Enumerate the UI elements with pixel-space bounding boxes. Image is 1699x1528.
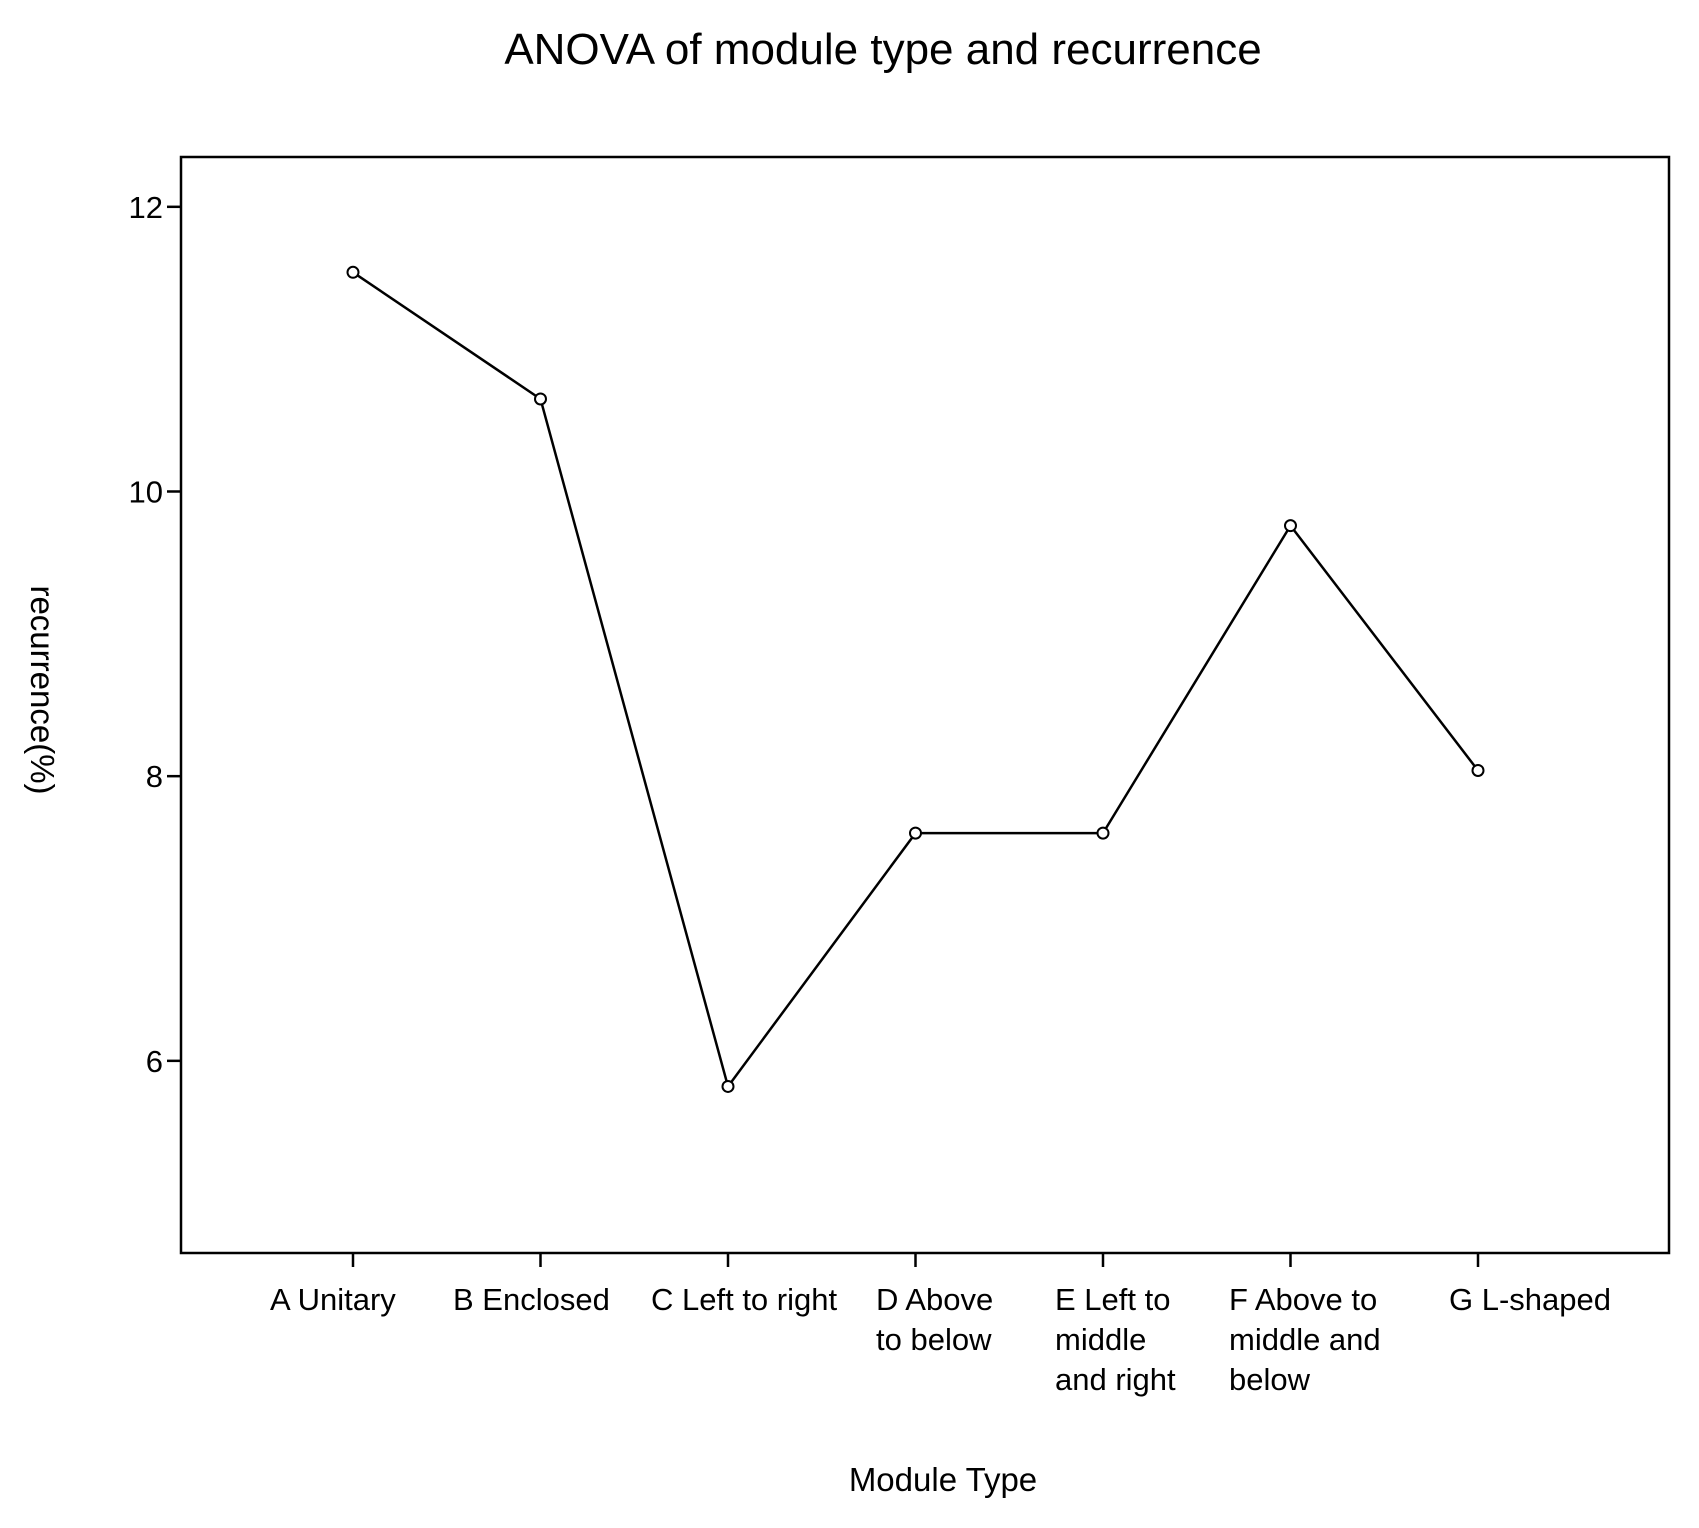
x-tick-label-2: C Left to right	[651, 1282, 837, 1317]
data-point-1	[534, 392, 547, 406]
y-axis: 6 8 10 12	[129, 190, 181, 1079]
y-tick-label-6: 6	[146, 1044, 163, 1079]
y-tick-label-12: 12	[129, 190, 163, 225]
series-line	[352, 271, 1479, 1088]
series-recurrence	[346, 265, 1485, 1093]
data-point-2	[721, 1079, 735, 1093]
data-point-5	[1284, 519, 1297, 533]
plot-frame	[179, 155, 1671, 1255]
x-tick-label-line: middle and	[1229, 1322, 1381, 1357]
x-tick-label-line: A Unitary	[270, 1282, 396, 1317]
x-tick-label-5: F Above to middle and below	[1229, 1282, 1381, 1397]
x-tick-label-line: and right	[1055, 1362, 1176, 1397]
data-point-3	[909, 826, 922, 840]
x-tick-label-line: C Left to right	[651, 1282, 837, 1317]
data-point-0	[346, 265, 360, 279]
x-axis-title: Module Type	[849, 1461, 1037, 1498]
y-axis-title: recurrence(%)	[24, 585, 61, 794]
x-tick-label-line: B Enclosed	[453, 1282, 610, 1317]
x-tick-label-6: G L-shaped	[1449, 1282, 1611, 1317]
data-point-6	[1471, 763, 1485, 777]
x-tick-label-line: middle	[1055, 1322, 1146, 1357]
x-tick-label-line: F Above to	[1229, 1282, 1377, 1317]
x-tick-label-line: E Left to	[1055, 1282, 1170, 1317]
y-tick-label-8: 8	[146, 759, 163, 794]
x-tick-label-line: below	[1229, 1362, 1311, 1397]
y-tick-label-10: 10	[129, 474, 163, 509]
x-tick-label-4: E Left to middle and right	[1055, 1282, 1176, 1397]
x-tick-label-line: G L-shaped	[1449, 1282, 1611, 1317]
data-point-4	[1096, 826, 1110, 840]
x-tick-label-1: B Enclosed	[453, 1282, 610, 1317]
x-tick-label-0: A Unitary	[270, 1282, 396, 1317]
chart-title: ANOVA of module type and recurrence	[504, 25, 1261, 74]
x-tick-label-line: to below	[876, 1322, 992, 1357]
x-axis: A Unitary B Enclosed C Left to right D Abov…	[270, 1253, 1611, 1397]
x-tick-label-line: D Above	[876, 1282, 993, 1317]
x-tick-label-3: D Above to below	[876, 1282, 993, 1357]
